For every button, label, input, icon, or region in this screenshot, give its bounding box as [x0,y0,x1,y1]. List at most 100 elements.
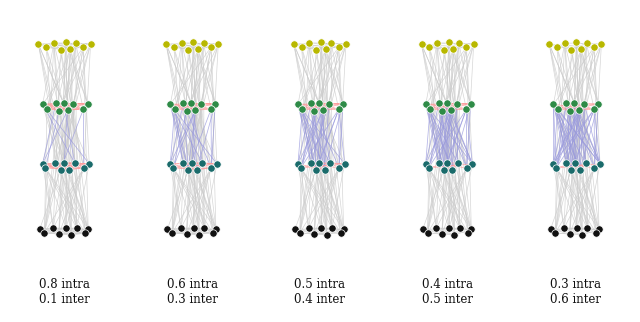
Point [304,41,314,46]
Point [432,41,442,46]
Point [319,167,330,172]
Point [324,101,334,106]
Point [189,225,199,231]
Point [461,107,472,112]
Point [39,231,49,236]
Point [582,41,592,46]
Point [321,232,332,238]
Point [433,161,444,166]
Point [340,161,350,166]
Point [418,226,428,232]
Point [451,101,461,106]
Point [572,225,582,231]
Point [548,102,559,107]
Point [297,106,307,111]
Point [448,47,458,52]
Point [165,102,175,107]
Point [303,226,314,231]
Point [183,47,193,52]
Point [213,41,223,46]
Point [161,42,172,47]
Point [86,41,96,46]
Point [325,160,335,166]
Point [306,101,316,106]
Point [544,42,554,47]
Point [311,167,321,172]
Point [318,107,328,112]
Point [467,161,477,166]
Point [208,231,218,236]
Point [78,107,88,112]
Text: 0.5 intra
0.4 inter: 0.5 intra 0.4 inter [294,278,346,306]
Point [445,107,456,112]
Point [70,160,80,166]
Point [199,226,209,231]
Point [589,166,600,171]
Point [449,232,460,238]
Point [61,40,71,45]
Point [550,231,561,236]
Point [425,106,435,111]
Point [192,167,202,172]
Point [434,101,444,106]
Point [311,47,321,52]
Point [309,108,319,113]
Point [188,40,198,45]
Point [548,162,559,167]
Point [38,162,48,167]
Point [306,161,316,166]
Point [444,40,454,45]
Point [187,161,197,166]
Point [334,166,344,171]
Point [63,107,73,112]
Point [442,161,452,166]
Point [79,166,89,171]
Point [559,226,569,231]
Text: 0.6 intra
0.3 inter: 0.6 intra 0.3 inter [167,278,218,306]
Point [573,107,584,112]
Point [54,232,64,237]
Point [461,166,472,171]
Point [566,47,577,52]
Point [452,160,463,166]
Point [66,232,76,238]
Point [182,108,192,113]
Point [48,226,58,231]
Point [206,45,216,50]
Point [56,47,66,52]
Point [56,167,66,172]
Point [38,102,48,107]
Point [178,101,188,106]
Point [198,41,209,46]
Point [294,231,305,236]
Point [575,167,585,172]
Point [463,231,474,236]
Point [58,101,68,106]
Point [170,106,180,111]
Point [168,165,179,170]
Point [33,42,44,47]
Point [64,167,74,172]
Point [454,41,464,46]
Point [566,167,577,172]
Point [183,167,193,172]
Point [454,226,465,231]
Point [178,161,188,166]
Point [438,47,449,52]
Point [580,160,591,166]
Point [186,101,196,106]
Point [577,232,588,238]
Point [594,227,604,232]
Point [293,162,303,167]
Text: 0.8 intra
0.1 inter: 0.8 intra 0.1 inter [39,278,90,306]
Point [296,45,307,50]
Point [579,101,589,106]
Point [321,47,331,52]
Point [176,226,186,231]
Point [51,101,61,106]
Point [68,101,79,106]
Point [309,232,319,237]
Point [40,165,51,170]
Point [51,161,61,166]
Point [181,232,191,237]
